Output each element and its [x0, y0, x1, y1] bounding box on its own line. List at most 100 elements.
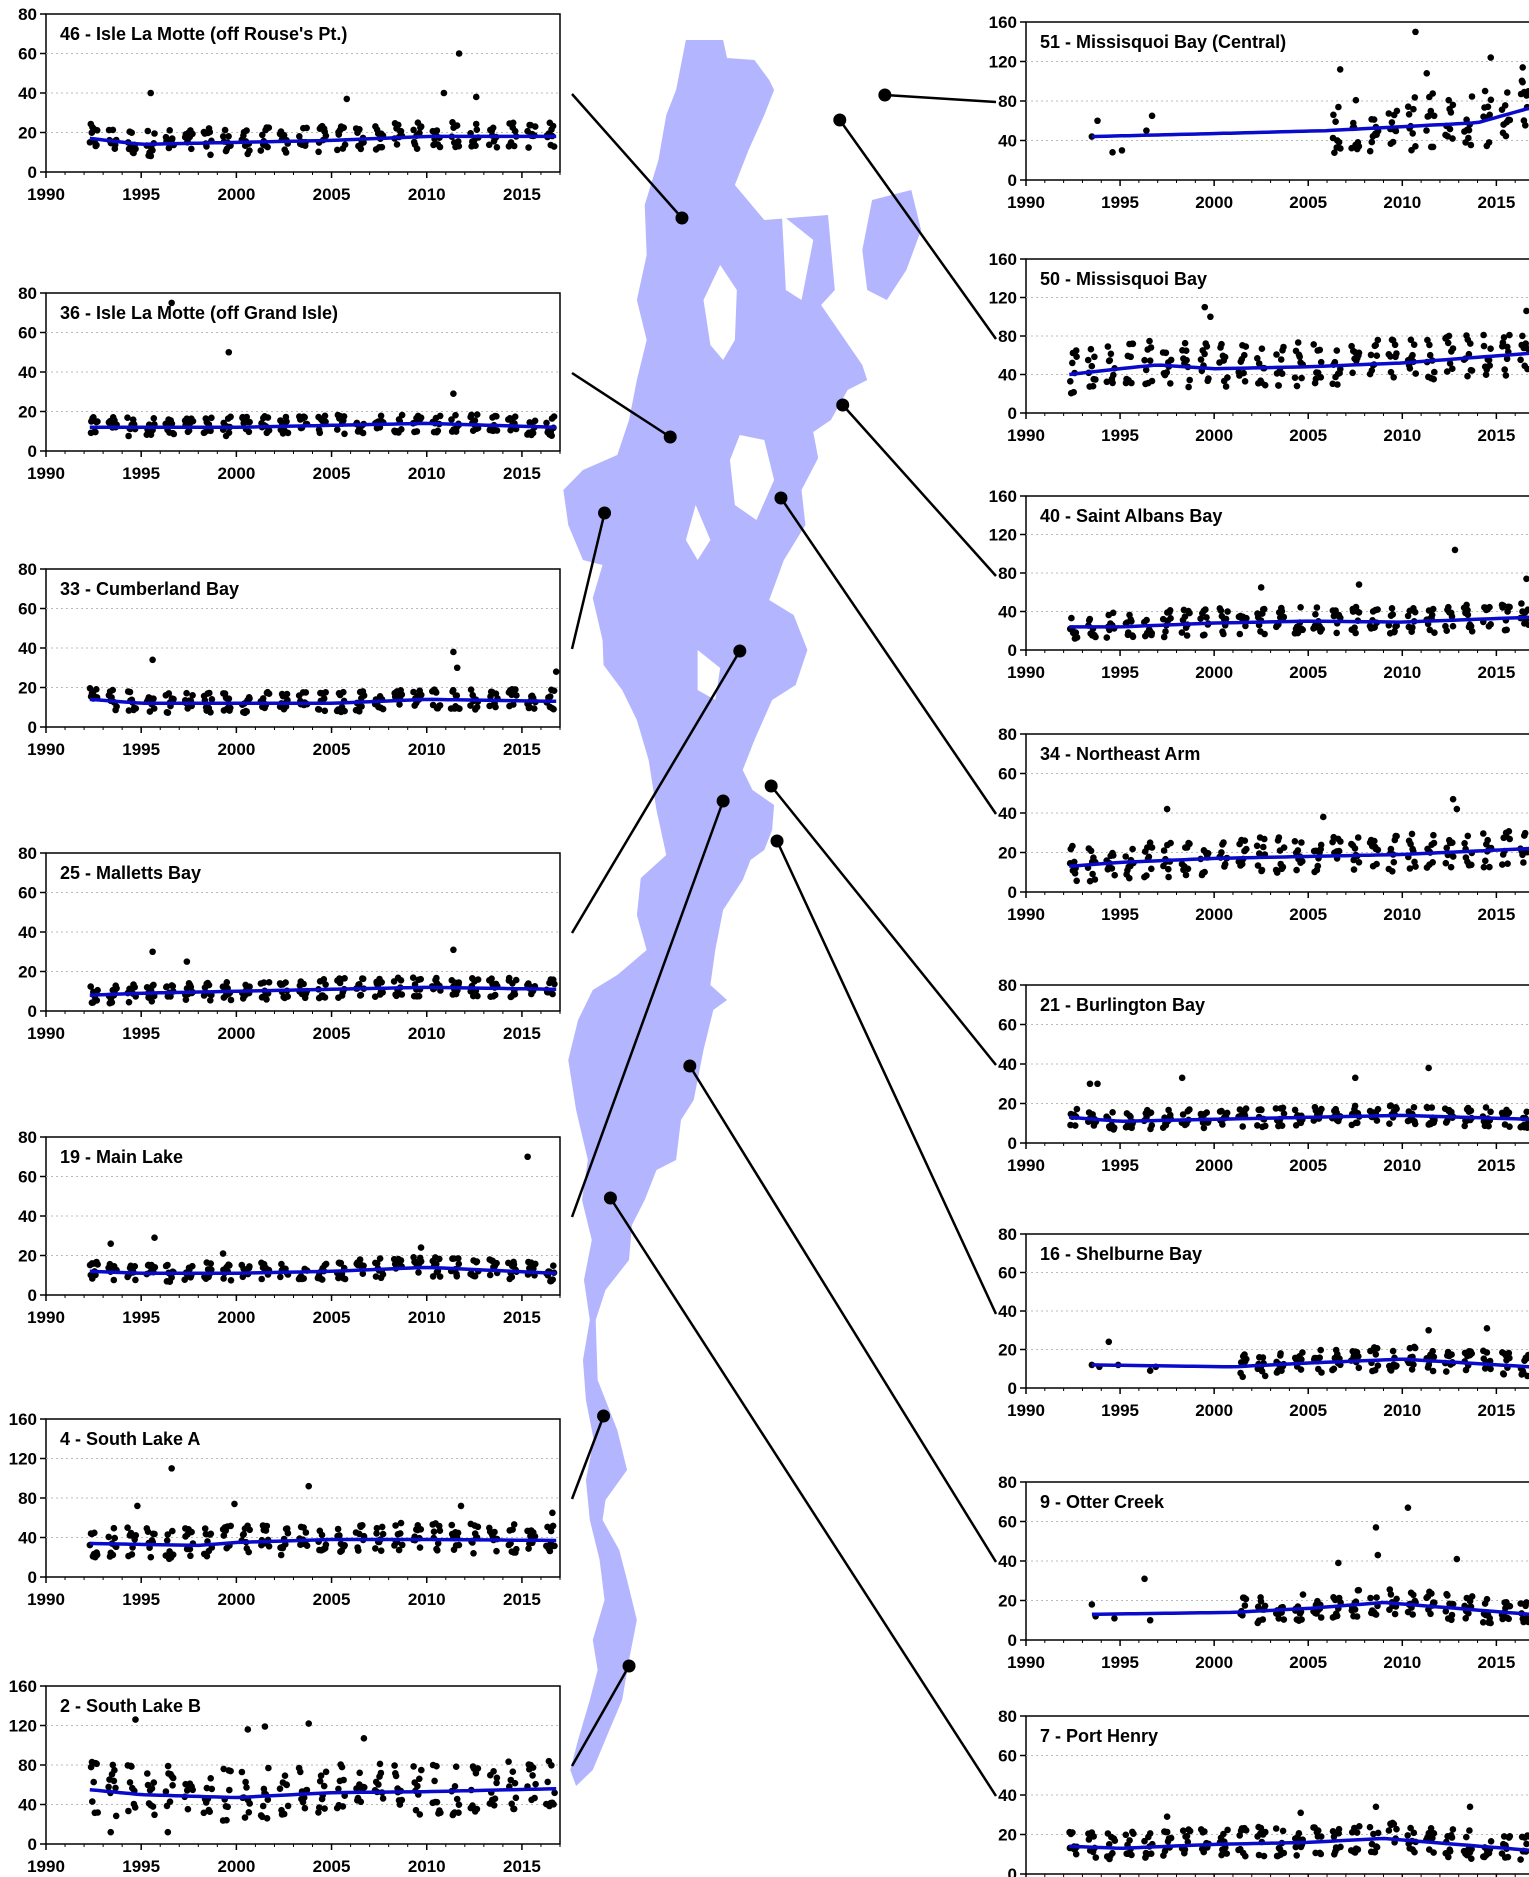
- data-point: [111, 1766, 118, 1774]
- data-point: [1392, 127, 1400, 135]
- x-tick-label: 2005: [313, 185, 351, 204]
- data-point: [1071, 1122, 1079, 1129]
- data-point: [1107, 350, 1115, 358]
- data-point: [418, 1766, 425, 1774]
- outlier-point: [1336, 66, 1344, 73]
- data-point: [1449, 622, 1457, 630]
- data-point: [341, 975, 348, 982]
- data-point: [550, 143, 558, 150]
- data-point: [453, 1273, 461, 1280]
- y-tick-label: 40: [18, 923, 37, 942]
- outlier-point: [183, 958, 191, 965]
- panel-25: 0 20 40 60 80 1990 1995 2000 2005 2010 2015 25 - Ma…: [18, 844, 561, 1043]
- x-tick-label: 1995: [1101, 1156, 1139, 1175]
- y-tick-label: 40: [998, 1302, 1017, 1321]
- data-point: [1162, 628, 1169, 635]
- data-point: [1337, 838, 1344, 845]
- data-point: [453, 122, 461, 129]
- data-point: [416, 1544, 424, 1551]
- x-tick-label: 2015: [1477, 426, 1515, 445]
- data-point: [1499, 339, 1507, 346]
- outlier-point: [1257, 584, 1265, 591]
- data-point: [1294, 339, 1302, 346]
- data-point: [472, 142, 479, 149]
- x-tick-label: 2010: [1383, 1156, 1421, 1175]
- data-point: [1242, 1827, 1250, 1834]
- panel-2: 0 40 80 120 160 1990 1995 2000 2005 2010 2015 2 - S…: [9, 1677, 561, 1876]
- x-tick-label: 2015: [1477, 1653, 1515, 1672]
- outlier-point: [1086, 1080, 1094, 1088]
- data-point: [473, 1805, 481, 1813]
- data-point: [1355, 1364, 1363, 1372]
- x-tick-label: 2010: [1383, 1653, 1421, 1672]
- data-point: [1331, 149, 1338, 156]
- data-point: [1355, 1586, 1363, 1594]
- data-point: [473, 1258, 481, 1265]
- y-tick-label: 20: [998, 844, 1017, 863]
- data-point: [1366, 147, 1374, 155]
- data-point: [1350, 866, 1358, 873]
- data-point: [1405, 111, 1413, 118]
- x-tick-label: 2005: [1289, 193, 1327, 212]
- data-point: [1501, 366, 1508, 373]
- x-tick-label: 2015: [503, 1024, 541, 1043]
- data-point: [492, 703, 499, 711]
- data-point: [1224, 374, 1231, 381]
- data-point: [315, 706, 323, 713]
- data-point: [316, 1804, 323, 1811]
- data-point: [1374, 846, 1382, 854]
- data-point: [1184, 1838, 1192, 1846]
- data-point: [1410, 105, 1417, 113]
- data-point: [372, 1273, 380, 1280]
- data-point: [322, 1768, 330, 1776]
- data-points: [1088, 1325, 1529, 1381]
- trend-line: [1069, 615, 1529, 629]
- data-point: [187, 983, 195, 991]
- y-tick-label: 60: [998, 1513, 1017, 1532]
- data-point: [1254, 355, 1261, 362]
- data-point: [1084, 356, 1092, 364]
- data-point: [433, 1798, 441, 1806]
- data-point: [493, 144, 501, 151]
- data-point: [551, 1789, 558, 1797]
- y-tick-label: 0: [1008, 404, 1017, 423]
- data-point: [227, 996, 235, 1004]
- outlier-point: [360, 1735, 368, 1742]
- data-point: [1349, 369, 1356, 377]
- data-point: [1368, 367, 1376, 374]
- data-point: [1295, 1830, 1303, 1837]
- data-point: [334, 426, 341, 433]
- data-point: [473, 411, 481, 418]
- x-tick-label: 1990: [27, 1590, 65, 1609]
- y-tick-label: 40: [998, 366, 1017, 385]
- x-tick-label: 1995: [1101, 905, 1139, 924]
- data-point: [1409, 351, 1416, 359]
- data-point: [223, 1816, 230, 1824]
- data-point: [189, 417, 197, 425]
- outlier-point: [1523, 307, 1529, 315]
- data-point: [1443, 844, 1450, 852]
- data-point: [1257, 1824, 1265, 1832]
- data-point: [1069, 359, 1076, 367]
- data-point: [417, 975, 425, 983]
- data-point: [410, 126, 417, 134]
- data-point: [183, 689, 190, 697]
- data-point: [1448, 1611, 1456, 1619]
- data-point: [1333, 347, 1341, 354]
- x-tick-label: 1995: [1101, 1401, 1139, 1420]
- data-point: [169, 1551, 177, 1558]
- data-point: [1291, 374, 1299, 382]
- data-point: [449, 686, 457, 694]
- data-point: [1330, 1833, 1338, 1841]
- data-point: [1387, 1591, 1395, 1598]
- x-tick-label: 1990: [1007, 426, 1045, 445]
- outlier-point: [552, 668, 560, 675]
- data-point: [1406, 865, 1414, 872]
- data-point: [1333, 629, 1340, 637]
- data-point: [1468, 1855, 1475, 1862]
- data-point: [113, 985, 120, 992]
- data-point: [150, 1779, 158, 1786]
- y-tick-label: 80: [18, 560, 37, 579]
- data-point: [147, 1553, 155, 1561]
- data-point: [221, 126, 229, 134]
